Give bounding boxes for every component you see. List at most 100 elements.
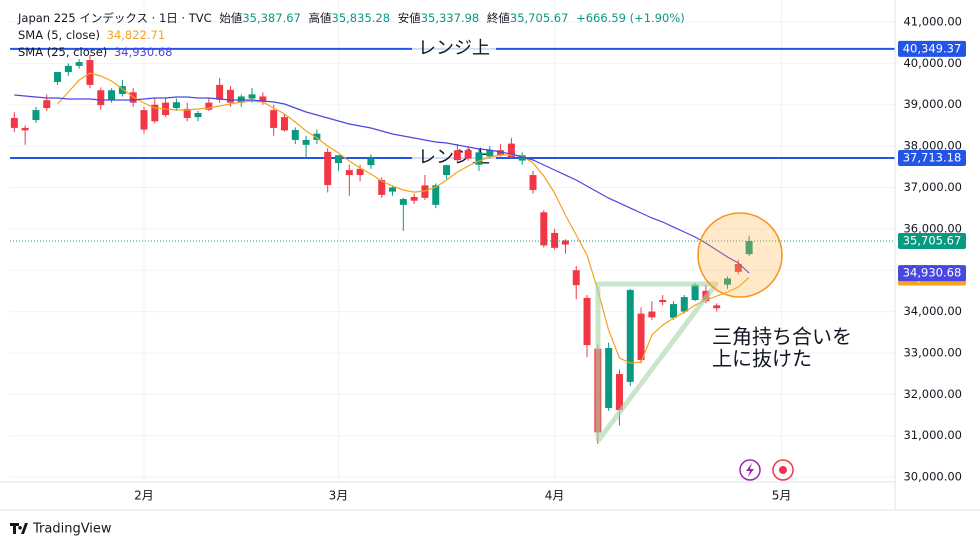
candle-body [140,110,148,130]
change: +666.59 (+1.90%) [576,11,685,25]
event-icon [746,463,754,477]
candle-body [64,65,72,73]
candle-body [724,278,732,285]
chart-title: Japan 225 インデックス · 1日 · TVC [17,11,212,25]
candle-body [324,151,332,185]
candle-body [540,212,548,246]
candle-body [280,117,288,131]
x-tick-label: 2月 [134,489,154,503]
triangle-drawing [595,281,719,443]
y-tick-label: 30,000.00 [903,470,962,484]
legend-entry: SMA (25, close) 34,930.68 [18,45,172,59]
candle-body [583,297,591,346]
candle-body [172,102,180,109]
annotation: 三角持ち合いを [712,325,852,349]
candle-body [464,150,472,159]
sma-line [14,94,750,274]
candle-body [334,155,342,164]
ohlc-value: 35,835.28 [332,11,391,25]
candle-body [443,165,451,176]
candle-body [43,100,51,109]
legend-entry: SMA (5, close) 34,822.71 [18,28,165,42]
range-text: レンジ上 [418,38,490,59]
logo-icon [10,523,28,534]
candle-body [669,304,677,318]
candle-body [389,187,397,192]
range-price-label-box [898,149,966,166]
candle-body [648,311,656,318]
legend-name: SMA (25, close) [18,45,107,59]
ohlc-value: 35,387.67 [242,11,301,25]
x-tick-label: 5月 [772,489,792,503]
last-price-label-box [898,233,966,250]
range-price-label-box [898,40,966,57]
candle-body [680,297,688,312]
candle-body [313,133,321,140]
candle-body [108,90,116,101]
candle-body [248,94,256,99]
candle-body [345,170,353,176]
candle-body [453,150,461,161]
candle-body [691,284,699,300]
candle-body [507,143,515,158]
y-tick-label: 41,000.00 [903,14,962,28]
candle-body [183,108,191,118]
candle-body [21,127,29,131]
x-tick-label: 3月 [329,489,349,503]
candle-body [561,240,569,245]
y-tick-label: 37,000.00 [903,180,962,194]
sma-price-label-box [898,265,966,282]
brand: TradingView [32,522,112,537]
annotation: 上に抜けた [712,347,812,371]
candle-body [151,104,159,122]
candle-body [475,152,483,165]
candle-body [605,347,613,408]
candle-body [734,263,742,272]
candle-body [75,62,83,66]
candle-body [551,232,559,248]
candle-body [486,150,494,157]
candle-body [291,129,299,140]
candle-body [356,168,364,176]
candle-body [367,158,375,166]
x-tick-label: 4月 [545,489,565,503]
candle-body [432,185,440,205]
candle-body [10,117,18,128]
candle-body [302,139,310,145]
sma-price-label: 34,930.68 [903,266,962,280]
sma-line [57,72,750,364]
y-tick-label: 31,000.00 [903,428,962,442]
range-price-label: 37,713.18 [903,150,962,164]
overlay: 30,000.00 31,000.00 32,000.00 33,000.00 34,0… [134,14,966,503]
y-tick-label: 34,000.00 [903,304,962,318]
candle-body [529,175,537,190]
candle-body [97,90,105,106]
candle-body [216,84,224,100]
y-tick-label: 40,000.00 [903,56,962,70]
legend-value: 34,930.68 [114,45,173,59]
candle-body [421,185,429,198]
y-tick-label: 39,000.00 [903,97,962,111]
circle-drawing [697,212,783,298]
candle-body [745,241,753,255]
ohlc-name: 安値 [398,11,421,25]
candle-body [378,180,386,195]
candle-body [497,150,505,156]
candle-body [118,86,126,94]
candle-body [518,155,526,161]
candle-body [194,113,202,118]
candle-body [410,196,418,201]
ohlc-value: 35,705.67 [510,11,569,25]
candle-body [637,313,645,360]
ohlc-value: 35,337.98 [421,11,480,25]
range-text-bg [412,37,496,60]
y-tick-label: 33,000.00 [903,345,962,359]
candle-body [205,102,213,110]
last-price-label: 35,705.67 [903,234,962,248]
candle-body [54,72,62,82]
candle-body [572,270,580,286]
y-tick-label: 32,000.00 [903,387,962,401]
range-price-label: 40,349.37 [903,41,962,55]
